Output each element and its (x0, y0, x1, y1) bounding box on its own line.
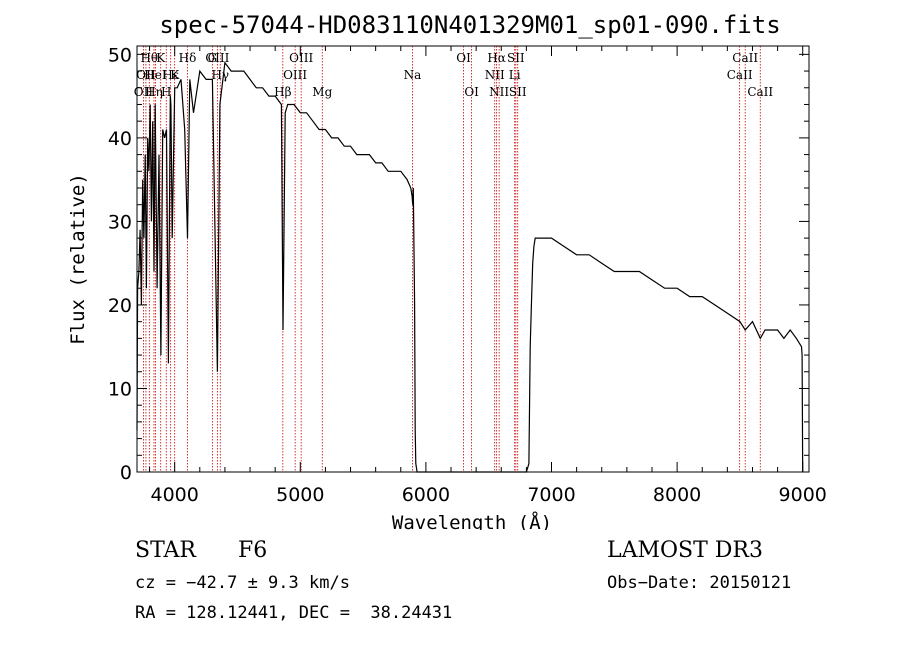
line-label-12: Hγ (211, 68, 229, 82)
redshift-cz: cz = −42.7 ± 9.3 km/s (135, 573, 350, 593)
line-label-22: NII (489, 85, 509, 99)
emission-line-markers (143, 46, 761, 472)
line-label-14: OIII (283, 68, 307, 82)
line-label-4: HeI (144, 68, 167, 82)
y-tick-label-5: 50 (108, 44, 132, 66)
y-tick-label-2: 20 (108, 295, 132, 317)
y-tick-label-3: 30 (108, 211, 132, 233)
line-label-17: Na (404, 68, 422, 82)
line-label-19: OI (464, 85, 479, 99)
y-tick-label-0: 0 (120, 462, 132, 484)
survey-name: LAMOST DR3 (607, 538, 763, 563)
line-label-16: Mg (312, 85, 332, 99)
line-label-6: H (161, 85, 171, 99)
line-label-5: K (156, 51, 166, 65)
line-label-11: OIII (205, 51, 229, 65)
x-tick-label-3: 7000 (527, 484, 575, 506)
line-label-3: Hη (145, 85, 163, 99)
chart-title: spec-57044-HD083110N401329M01_sp01-090.f… (159, 11, 780, 39)
line-label-0: OII (134, 85, 154, 99)
line-label-10: G (208, 51, 218, 65)
x-tick-label-1: 5000 (276, 484, 324, 506)
line-label-8: K (170, 68, 180, 82)
y-tick-label-4: 40 (108, 128, 132, 150)
line-label-13: Hβ (274, 85, 291, 99)
spectrum-figure: spec-57044-HD083110N401329M01_sp01-090.f… (67, 11, 827, 530)
y-axis-label: Flux (relative) (67, 173, 89, 345)
x-tick-label-0: 4000 (151, 484, 199, 506)
x-tick-label-5: 9000 (779, 484, 827, 506)
x-axis-label: Wavelength (Å) (392, 511, 552, 530)
line-label-15: OIII (289, 51, 313, 65)
object-class: STAR (135, 538, 196, 563)
axis-ticks: 4000 5000 6000 7000 8000 9000 0 10 20 30 40 50 (108, 44, 827, 506)
line-label-1: OII (136, 68, 156, 82)
line-label-2: Hθ (140, 51, 158, 65)
line-label-20: NII (485, 68, 505, 82)
object-subclass: F6 (238, 538, 268, 563)
line-label-27: CaII (732, 51, 758, 65)
line-label-18: OI (456, 51, 471, 65)
line-label-7: Hε (162, 68, 179, 82)
y-tick-label-1: 10 (108, 378, 132, 400)
line-label-28: CaII (747, 85, 773, 99)
plot-frame (136, 45, 810, 473)
observation-date: Obs−Date: 20150121 (607, 573, 792, 593)
line-label-25: SII (509, 85, 527, 99)
x-tick-label-4: 8000 (653, 484, 701, 506)
line-label-24: SII (507, 51, 525, 65)
ra-dec: RA = 128.12441, DEC = 38.24431 (135, 603, 453, 623)
x-tick-label-2: 6000 (402, 484, 450, 506)
line-label-21: Hα (487, 51, 506, 65)
line-label-23: Li (509, 68, 521, 82)
spectrum-series-line (136, 61, 804, 473)
line-label-9: Hδ (179, 51, 197, 65)
line-label-26: CaII (727, 68, 753, 82)
